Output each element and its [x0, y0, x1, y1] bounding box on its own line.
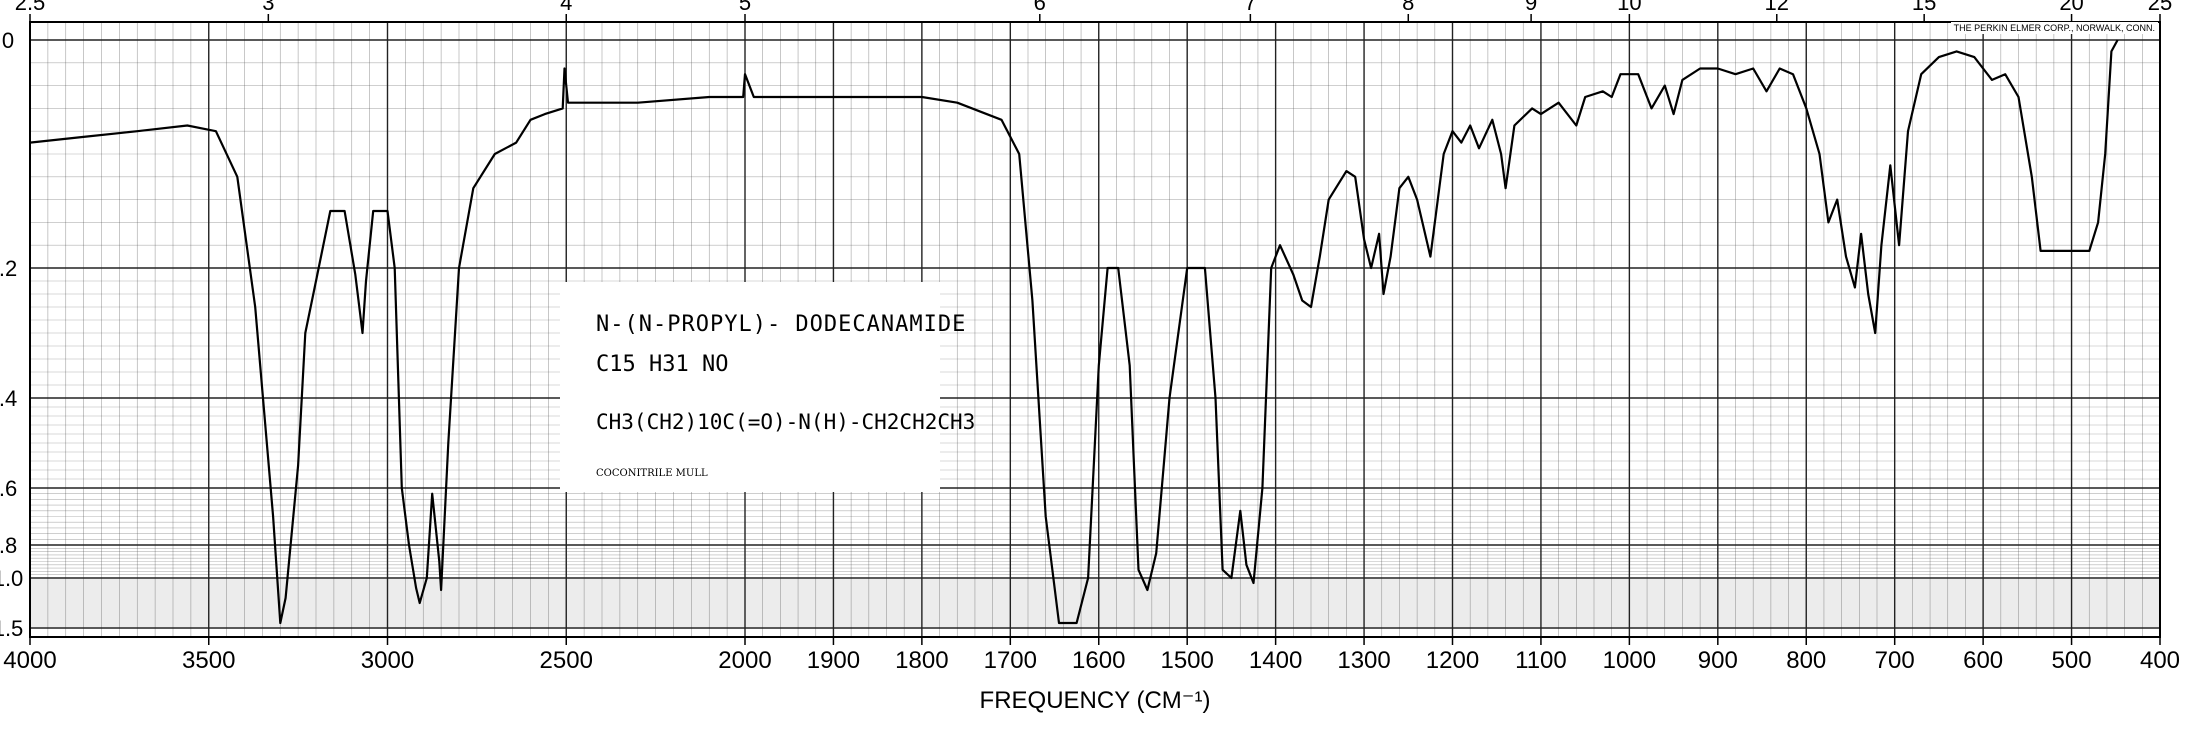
molecular-formula: C15 H31 NO	[596, 352, 729, 377]
x-tick-label: 1200	[1426, 647, 1479, 674]
x-tick-label: 1000	[1603, 647, 1656, 674]
x-tick-label: 1600	[1072, 647, 1125, 674]
compound-name: N-(N-PROPYL)- DODECANAMIDE	[596, 312, 967, 337]
y-tick-label: 0	[2, 28, 14, 53]
y-tick-label: 1.5	[0, 616, 23, 641]
x-tick-label: 1400	[1249, 647, 1302, 674]
structural-formula: CH3(CH2)10C(=O)-N(H)-CH2CH2CH3	[596, 410, 976, 434]
wavelength-tick-label: 15	[1912, 0, 1936, 15]
x-tick-label: 1700	[984, 647, 1037, 674]
x-tick-label: 1800	[895, 647, 948, 674]
series-layer	[29, 39, 2119, 625]
x-tick-label: 2000	[718, 647, 771, 674]
x-axis-title: FREQUENCY (CM⁻¹)	[980, 687, 1211, 714]
x-tick-label: 1900	[807, 647, 860, 674]
x-tick-label: 1300	[1337, 647, 1390, 674]
sample-preparation: COCONITRILE MULL	[596, 468, 708, 479]
x-tick-label: 400	[2140, 647, 2180, 674]
y-tick-label: .2	[0, 256, 17, 281]
wavelength-tick-label: 7	[1244, 0, 1256, 15]
x-tick-label: 800	[1786, 647, 1826, 674]
major-grid	[29, 22, 2161, 637]
x-tick-label: 900	[1698, 647, 1738, 674]
y-axis: 0 .2 .4 .6 .8 1.0 1.5	[0, 28, 23, 641]
wavelength-tick-label: 20	[2059, 0, 2083, 15]
compound-label-card: N-(N-PROPYL)- DODECANAMIDE C15 H31 NO CH…	[560, 282, 975, 492]
spectrum-line	[29, 39, 2119, 625]
wavelength-tick-label: 12	[1765, 0, 1789, 15]
y-tick-label: 1.0	[0, 566, 23, 591]
wavelength-axis: 2.5 3 4 5 6 7 8 9 10 12 15 20 25	[15, 0, 2172, 22]
wavelength-tick-label: 9	[1525, 0, 1537, 15]
plot-frame	[29, 21, 2161, 638]
y-tick-label: .4	[0, 386, 17, 411]
x-tick-label: 1500	[1160, 647, 1213, 674]
x-tick-label: 4000	[3, 647, 56, 674]
wavelength-tick-label: 4	[560, 0, 572, 15]
x-tick-label: 2500	[540, 647, 593, 674]
wavelength-tick-label: 6	[1034, 0, 1046, 15]
x-tick-label: 600	[1963, 647, 2003, 674]
publisher-credit: THE PERKIN ELMER CORP., NORWALK, CONN.	[1950, 22, 2158, 34]
wavelength-tick-label: 5	[739, 0, 751, 15]
x-tick-label: 1100	[1515, 647, 1567, 674]
x-axis: 4000 3500 3000 2500 2000 1900 1800 1700 1600 1500…	[3, 637, 2180, 674]
x-tick-label: 3000	[361, 647, 414, 674]
wavelength-tick-label: 8	[1402, 0, 1414, 15]
y-tick-label: .8	[0, 533, 17, 558]
x-tick-label: 700	[1875, 647, 1915, 674]
wavelength-tick-label: 2.5	[15, 0, 46, 15]
wavelength-tick-label: 3	[262, 0, 274, 15]
x-tick-label: 500	[2052, 647, 2092, 674]
y-tick-label: .6	[0, 476, 17, 501]
wavelength-tick-label: 10	[1617, 0, 1641, 15]
x-tick-label: 3500	[182, 647, 235, 674]
wavelength-tick-label: 25	[2148, 0, 2172, 15]
